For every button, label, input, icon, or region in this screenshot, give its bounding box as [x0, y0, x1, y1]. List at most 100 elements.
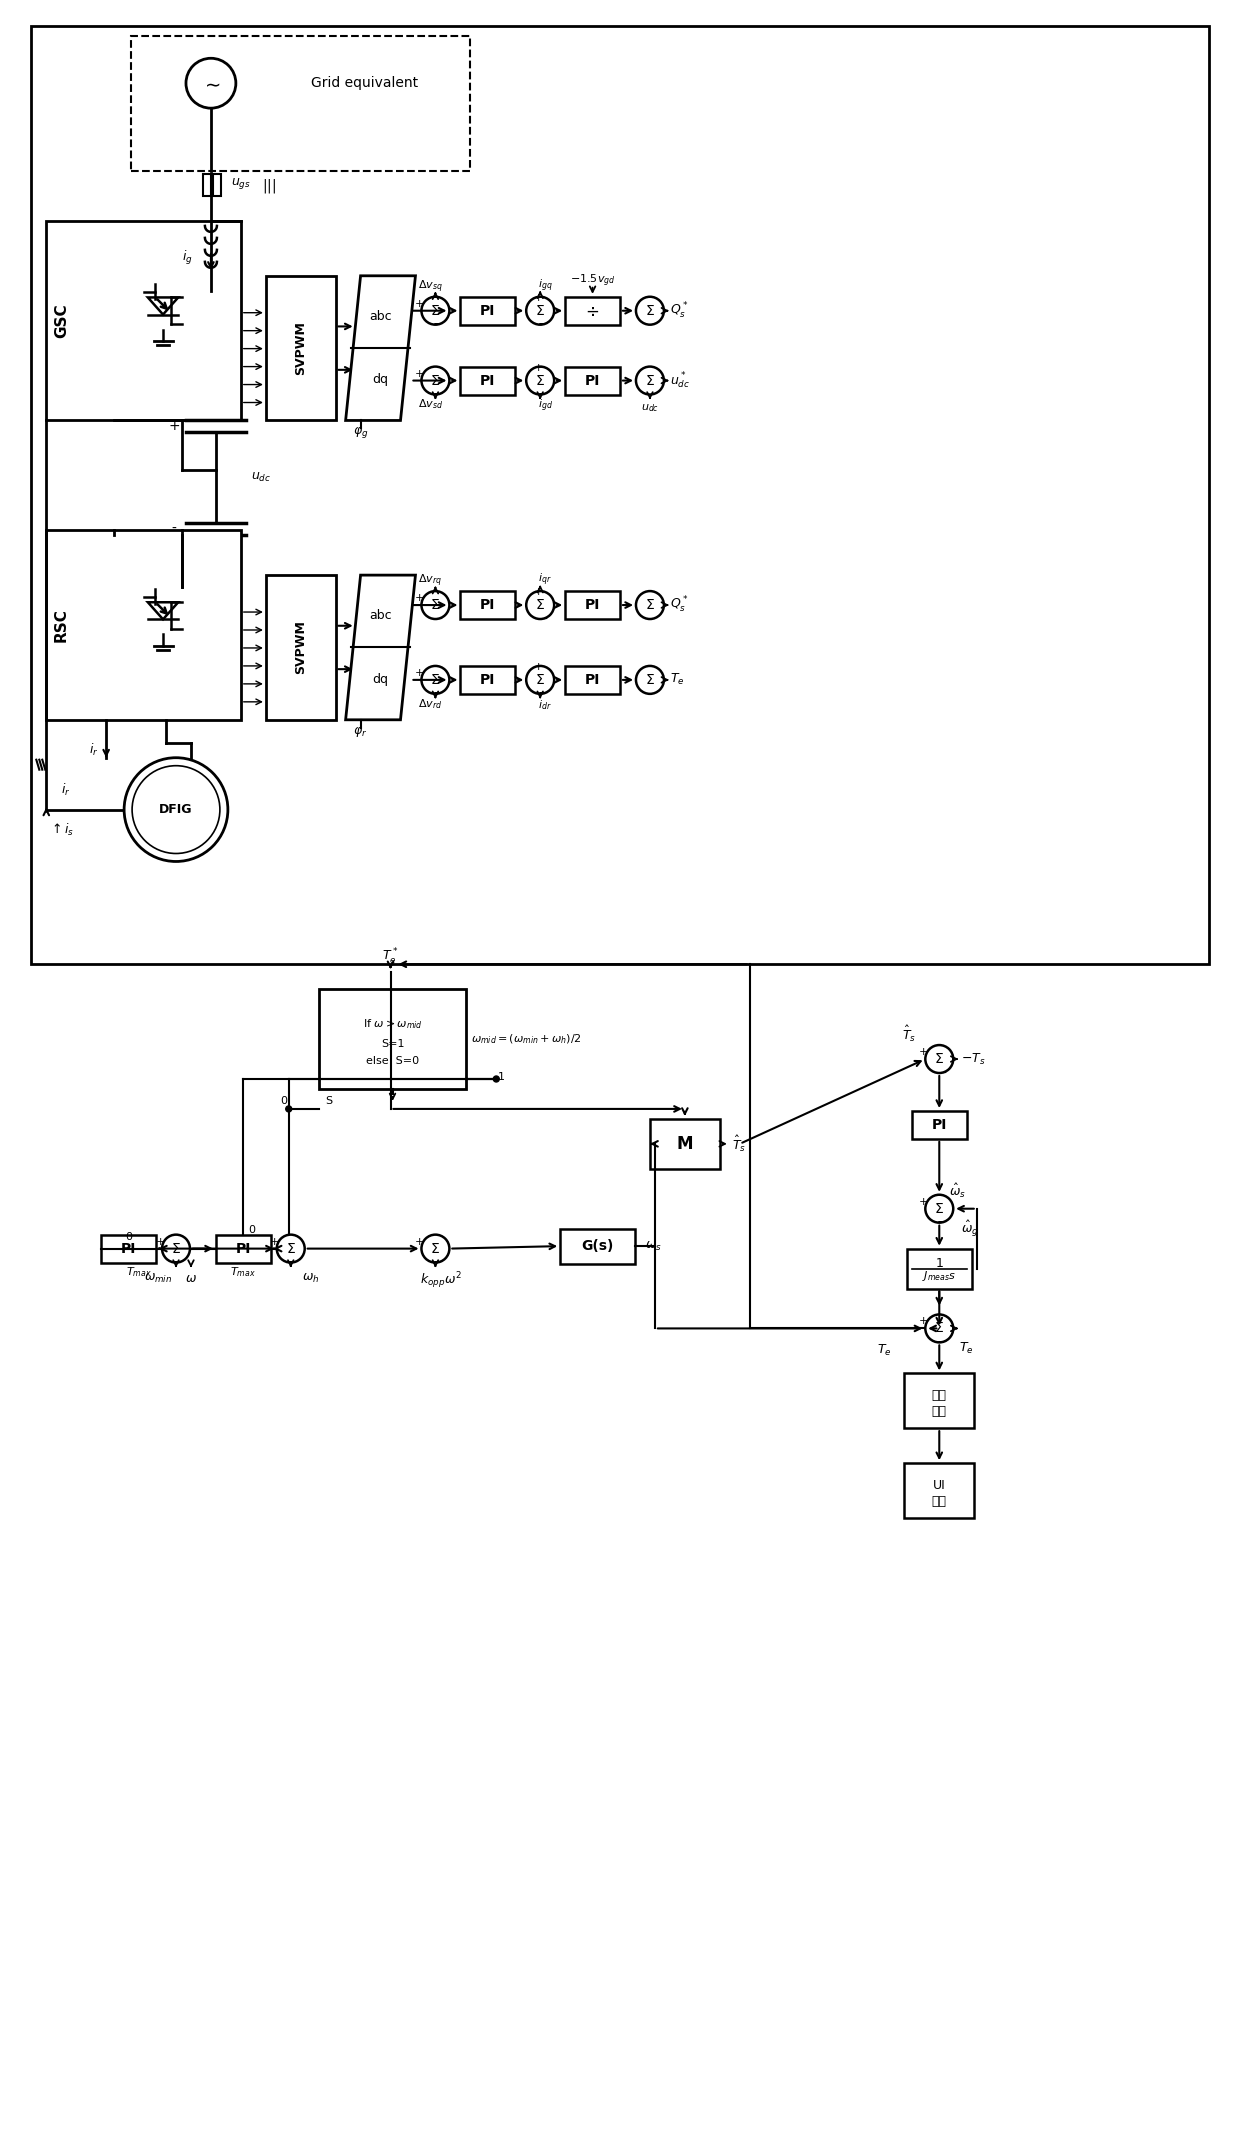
Text: $i_{gd}$: $i_{gd}$	[538, 398, 553, 415]
Circle shape	[526, 666, 554, 694]
Text: $T_{max}$: $T_{max}$	[231, 1266, 257, 1279]
Text: $T_e$: $T_e$	[877, 1343, 892, 1358]
Text: PI: PI	[480, 597, 496, 612]
Text: $\Sigma$: $\Sigma$	[645, 597, 655, 612]
Text: $-$: $-$	[936, 1066, 947, 1079]
Text: $\omega_h$: $\omega_h$	[303, 1272, 320, 1285]
Text: PI: PI	[122, 1242, 136, 1255]
Text: UI: UI	[932, 1479, 946, 1491]
Text: SVPWM: SVPWM	[294, 621, 308, 675]
Text: +: +	[919, 1317, 928, 1326]
Text: 0: 0	[125, 1231, 133, 1242]
Text: $\Sigma$: $\Sigma$	[430, 374, 440, 387]
Circle shape	[636, 666, 663, 694]
Text: abc: abc	[370, 309, 392, 322]
Text: $u_{dc}$: $u_{dc}$	[250, 471, 270, 484]
Text: +: +	[414, 593, 424, 604]
Text: $-$: $-$	[537, 387, 548, 400]
Text: S: S	[325, 1096, 332, 1107]
Text: $-$: $-$	[537, 318, 548, 331]
Text: $\omega$: $\omega$	[185, 1272, 197, 1285]
Text: $\div$: $\div$	[585, 301, 600, 320]
Circle shape	[636, 297, 663, 324]
Text: $i_{qr}$: $i_{qr}$	[538, 572, 552, 589]
Text: $\Sigma$: $\Sigma$	[430, 1242, 440, 1255]
Text: $\hat{T}_s$: $\hat{T}_s$	[903, 1025, 916, 1044]
FancyBboxPatch shape	[319, 989, 466, 1090]
Text: S=1: S=1	[381, 1040, 404, 1049]
FancyBboxPatch shape	[904, 1373, 975, 1429]
Text: +: +	[919, 1047, 928, 1057]
Text: $i_r$: $i_r$	[89, 741, 99, 759]
Text: $i_{dr}$: $i_{dr}$	[538, 698, 552, 711]
Text: 检测: 检测	[931, 1496, 947, 1509]
Text: $\Delta v_{sq}$: $\Delta v_{sq}$	[418, 279, 443, 294]
Text: RSC: RSC	[53, 608, 68, 643]
Circle shape	[133, 765, 219, 853]
Text: $\Sigma$: $\Sigma$	[430, 673, 440, 688]
FancyBboxPatch shape	[46, 531, 241, 720]
FancyBboxPatch shape	[565, 666, 620, 694]
Text: $T_{max}$: $T_{max}$	[125, 1266, 151, 1279]
Text: $\uparrow i_s$: $\uparrow i_s$	[48, 821, 74, 838]
Text: +: +	[169, 419, 180, 434]
Circle shape	[162, 1236, 190, 1264]
Text: $\omega_{mid}=(\omega_{min}+\omega_h)/2$: $\omega_{mid}=(\omega_{min}+\omega_h)/2$	[471, 1032, 582, 1047]
Text: $T_e$: $T_e$	[670, 673, 684, 688]
Text: $u_{gs}$: $u_{gs}$	[231, 176, 250, 191]
Text: $Q_s^*$: $Q_s^*$	[670, 301, 688, 320]
Circle shape	[526, 367, 554, 395]
Text: $\sim$: $\sim$	[201, 73, 221, 92]
FancyBboxPatch shape	[131, 37, 470, 172]
Text: +: +	[533, 587, 543, 597]
Text: $-$: $-$	[432, 387, 443, 400]
FancyBboxPatch shape	[203, 174, 211, 196]
Text: $\hat{\omega}_g$: $\hat{\omega}_g$	[961, 1218, 980, 1238]
Circle shape	[422, 1236, 449, 1264]
Text: +: +	[414, 370, 424, 378]
Circle shape	[925, 1195, 954, 1223]
Text: $\omega_{min}$: $\omega_{min}$	[144, 1272, 172, 1285]
Circle shape	[422, 591, 449, 619]
Text: dq: dq	[372, 374, 388, 387]
Text: +: +	[414, 1236, 424, 1246]
Text: $-1.5v_{gd}$: $-1.5v_{gd}$	[570, 273, 615, 288]
Text: $\hat{T}_s$: $\hat{T}_s$	[732, 1135, 746, 1154]
Text: 频率: 频率	[931, 1388, 947, 1401]
Text: $\Sigma$: $\Sigma$	[171, 1242, 181, 1255]
Text: 计算: 计算	[931, 1405, 947, 1418]
Text: +: +	[155, 1236, 165, 1246]
FancyBboxPatch shape	[46, 221, 241, 421]
Text: PI: PI	[585, 374, 600, 387]
Text: abc: abc	[370, 608, 392, 621]
Text: $\varphi_r$: $\varphi_r$	[353, 724, 368, 739]
Text: -: -	[171, 522, 176, 537]
Circle shape	[277, 1236, 305, 1264]
Text: $\Sigma$: $\Sigma$	[645, 303, 655, 318]
Text: 0: 0	[248, 1225, 255, 1236]
Text: M: M	[677, 1135, 693, 1152]
Circle shape	[422, 367, 449, 395]
Text: $\Sigma$: $\Sigma$	[645, 673, 655, 688]
Text: PI: PI	[931, 1117, 947, 1133]
Text: Grid equivalent: Grid equivalent	[311, 75, 418, 90]
Text: $\Sigma$: $\Sigma$	[645, 374, 655, 387]
Text: $|||$: $|||$	[262, 176, 277, 196]
Text: PI: PI	[480, 374, 496, 387]
Text: $-$: $-$	[936, 1214, 947, 1229]
FancyBboxPatch shape	[911, 1111, 967, 1139]
Text: $1$: $1$	[935, 1257, 944, 1270]
Text: $-$: $-$	[537, 686, 548, 698]
FancyBboxPatch shape	[906, 1249, 972, 1289]
FancyBboxPatch shape	[213, 174, 221, 196]
Text: $\Sigma$: $\Sigma$	[536, 673, 546, 688]
Circle shape	[526, 297, 554, 324]
Text: $k_{opp}\omega^2$: $k_{opp}\omega^2$	[419, 1270, 461, 1292]
Text: $\Delta v_{rd}$: $\Delta v_{rd}$	[418, 696, 443, 711]
FancyBboxPatch shape	[460, 666, 516, 694]
Text: dq: dq	[372, 673, 388, 686]
Text: PI: PI	[585, 597, 600, 612]
Circle shape	[925, 1315, 954, 1343]
Text: $\Sigma$: $\Sigma$	[430, 597, 440, 612]
Text: $\Sigma$: $\Sigma$	[935, 1322, 944, 1335]
